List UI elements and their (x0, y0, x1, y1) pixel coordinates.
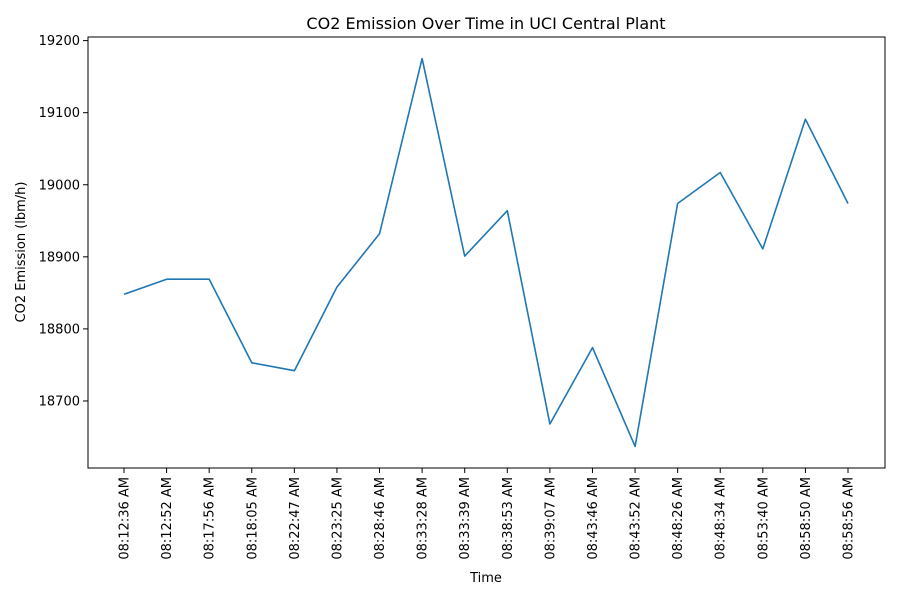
x-tick-label: 08:58:56 AM (842, 477, 857, 560)
x-tick-label: 08:23:25 AM (330, 477, 345, 560)
plot-area (87, 36, 886, 469)
y-tick-label: 19100 (39, 106, 80, 121)
x-tick-label: 08:53:40 AM (756, 477, 771, 560)
x-tick-label: 08:17:56 AM (203, 477, 218, 560)
x-tick-label: 08:33:39 AM (458, 477, 473, 560)
y-tick-label: 19000 (39, 178, 80, 193)
y-axis-title: CO2 Emission (lbm/h) (14, 182, 29, 323)
x-tick-label: 08:38:53 AM (501, 477, 516, 560)
x-tick-label: 08:48:26 AM (671, 477, 686, 560)
x-tick-label: 08:28:46 AM (373, 477, 388, 560)
x-tick-label: 08:12:36 AM (118, 477, 133, 560)
y-axis: 18700 18800 18900 19000 19100 19200 (39, 34, 88, 409)
x-tick-label: 08:22:47 AM (288, 477, 303, 560)
y-tick-label: 18900 (39, 250, 80, 265)
series-line (123, 57, 849, 448)
x-tick-label: 08:39:07 AM (543, 477, 558, 560)
y-tick-label: 18700 (39, 394, 80, 409)
x-tick-label: 08:58:50 AM (799, 477, 814, 560)
x-tick-label: 08:43:46 AM (586, 477, 601, 560)
x-tick-label: 08:12:52 AM (160, 477, 175, 560)
y-tick-label: 19200 (39, 34, 80, 49)
x-tick-label: 08:18:05 AM (245, 477, 260, 560)
x-tick-label: 08:33:28 AM (416, 477, 431, 560)
x-tick-label: 08:48:34 AM (714, 477, 729, 560)
y-tick-label: 18800 (39, 322, 80, 337)
x-axis-title: Time (469, 571, 502, 586)
chart-title: CO2 Emission Over Time in UCI Central Pl… (306, 14, 665, 33)
x-axis: 08:12:36 AM 08:12:52 AM 08:17:56 AM 08:18:0… (118, 468, 857, 560)
series-layer (123, 57, 849, 448)
x-tick-label: 08:43:52 AM (629, 477, 644, 560)
